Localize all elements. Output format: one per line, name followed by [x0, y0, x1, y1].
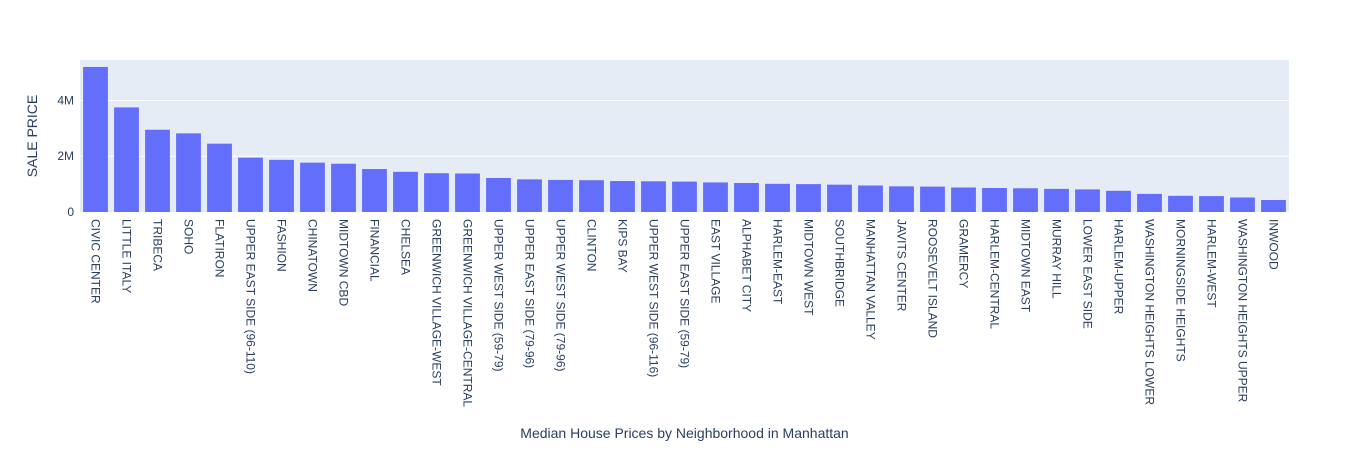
bar[interactable] — [703, 182, 728, 212]
x-tick-label: EAST VILLAGE — [709, 219, 723, 304]
bar[interactable] — [982, 188, 1007, 212]
x-tick-label: LOWER EAST SIDE — [1081, 219, 1095, 329]
y-tick-label: 2M — [57, 149, 74, 163]
bar[interactable] — [1261, 200, 1286, 212]
bar[interactable] — [1199, 196, 1224, 212]
x-tick-label: ALPHABET CITY — [740, 219, 754, 312]
y-axis-title: SALE PRICE — [24, 95, 40, 177]
bars — [83, 66, 1286, 213]
bar[interactable] — [331, 163, 356, 212]
x-axis-title: Median House Prices by Neighborhood in M… — [520, 425, 848, 441]
x-tick-label: FINANCIAL — [368, 219, 382, 282]
bar[interactable] — [548, 179, 573, 212]
bar[interactable] — [1106, 190, 1131, 212]
x-tick-label: UPPER EAST SIDE (79-96) — [523, 219, 537, 368]
bar[interactable] — [610, 181, 635, 212]
x-tick-label: SOHO — [182, 219, 196, 254]
x-tick-label: MIDTOWN CBD — [337, 219, 351, 306]
bar[interactable] — [114, 107, 139, 212]
bar[interactable] — [765, 183, 790, 212]
bar[interactable] — [362, 169, 387, 212]
x-tick-label: UPPER EAST SIDE (59-79) — [678, 219, 692, 368]
x-tick-label: FASHION — [275, 219, 289, 272]
gridlines — [80, 99, 1289, 157]
bar[interactable] — [858, 185, 883, 212]
x-tick-label: GREENWICH VILLAGE-CENTRAL — [461, 219, 475, 407]
bar[interactable] — [486, 177, 511, 212]
y-tick-label: 4M — [57, 93, 74, 107]
bar[interactable] — [455, 173, 480, 212]
bar[interactable] — [734, 182, 759, 212]
bar[interactable] — [641, 181, 666, 212]
bar[interactable] — [920, 186, 945, 212]
x-tick-label: TRIBECA — [151, 219, 165, 271]
bar[interactable] — [827, 184, 852, 212]
x-tick-label: SOUTHBRIDGE — [833, 219, 847, 307]
x-tick-labels: CIVIC CENTER LITTLE ITALY TRIBECA SOHO FLATI… — [89, 219, 1281, 407]
y-tick-label: 0 — [67, 205, 74, 219]
x-tick-label: HARLEM-EAST — [771, 219, 785, 305]
bar[interactable] — [579, 180, 604, 212]
bar[interactable] — [145, 129, 170, 212]
bar[interactable] — [300, 162, 325, 212]
x-tick-label: WASHINGTON HEIGHTS LOWER — [1143, 219, 1157, 405]
bar[interactable] — [1075, 189, 1100, 212]
y-tick-labels: 0 2M 4M — [57, 93, 74, 219]
x-tick-label: CIVIC CENTER — [89, 219, 103, 304]
x-tick-label: INWOOD — [1267, 219, 1281, 270]
bar[interactable] — [1013, 188, 1038, 212]
bar[interactable] — [393, 171, 418, 212]
x-tick-label: LITTLE ITALY — [120, 219, 134, 293]
bar[interactable] — [951, 187, 976, 212]
x-tick-label: JAVITS CENTER — [895, 219, 909, 312]
x-tick-label: CHINATOWN — [306, 219, 320, 292]
x-tick-label: CLINTON — [585, 219, 599, 271]
bar[interactable] — [517, 179, 542, 212]
x-tick-label: UPPER WEST SIDE (59-79) — [492, 219, 506, 371]
bar[interactable] — [672, 181, 697, 212]
x-tick-label: MIDTOWN WEST — [802, 219, 816, 316]
x-tick-label: KIPS BAY — [616, 219, 630, 273]
bar[interactable] — [207, 143, 232, 212]
x-tick-label: UPPER WEST SIDE (96-116) — [647, 219, 661, 377]
bar[interactable] — [1137, 193, 1162, 212]
x-tick-label: MANHATTAN VALLEY — [864, 219, 878, 340]
x-tick-label: CHELSEA — [399, 219, 413, 275]
bar[interactable] — [238, 157, 263, 212]
bar[interactable] — [1044, 188, 1069, 212]
x-tick-label: MIDTOWN EAST — [1019, 219, 1033, 313]
bar[interactable] — [1230, 197, 1255, 212]
bar[interactable] — [1168, 195, 1193, 212]
x-tick-label: UPPER EAST SIDE (96-110) — [244, 219, 258, 374]
bar[interactable] — [424, 173, 449, 212]
x-tick-label: HARLEM-WEST — [1205, 219, 1219, 308]
bar[interactable] — [796, 184, 821, 212]
bar[interactable] — [269, 159, 294, 212]
bar[interactable] — [889, 186, 914, 212]
bar[interactable] — [176, 133, 201, 212]
x-tick-label: HARLEM-CENTRAL — [988, 219, 1002, 329]
x-tick-label: HARLEM-UPPER — [1112, 219, 1126, 315]
x-tick-label: GREENWICH VILLAGE-WEST — [430, 219, 444, 386]
x-tick-label: UPPER WEST SIDE (79-96) — [554, 219, 568, 371]
x-tick-label: GRAMERCY — [957, 219, 971, 288]
x-tick-label: MORNINGSIDE HEIGHTS — [1174, 219, 1188, 362]
x-tick-label: MURRAY HILL — [1050, 219, 1064, 299]
bar[interactable] — [83, 66, 108, 213]
x-tick-label: FLATIRON — [213, 219, 227, 277]
x-tick-label: WASHINGTON HEIGHTS UPPER — [1236, 219, 1250, 403]
x-tick-label: ROOSEVELT ISLAND — [926, 219, 940, 338]
